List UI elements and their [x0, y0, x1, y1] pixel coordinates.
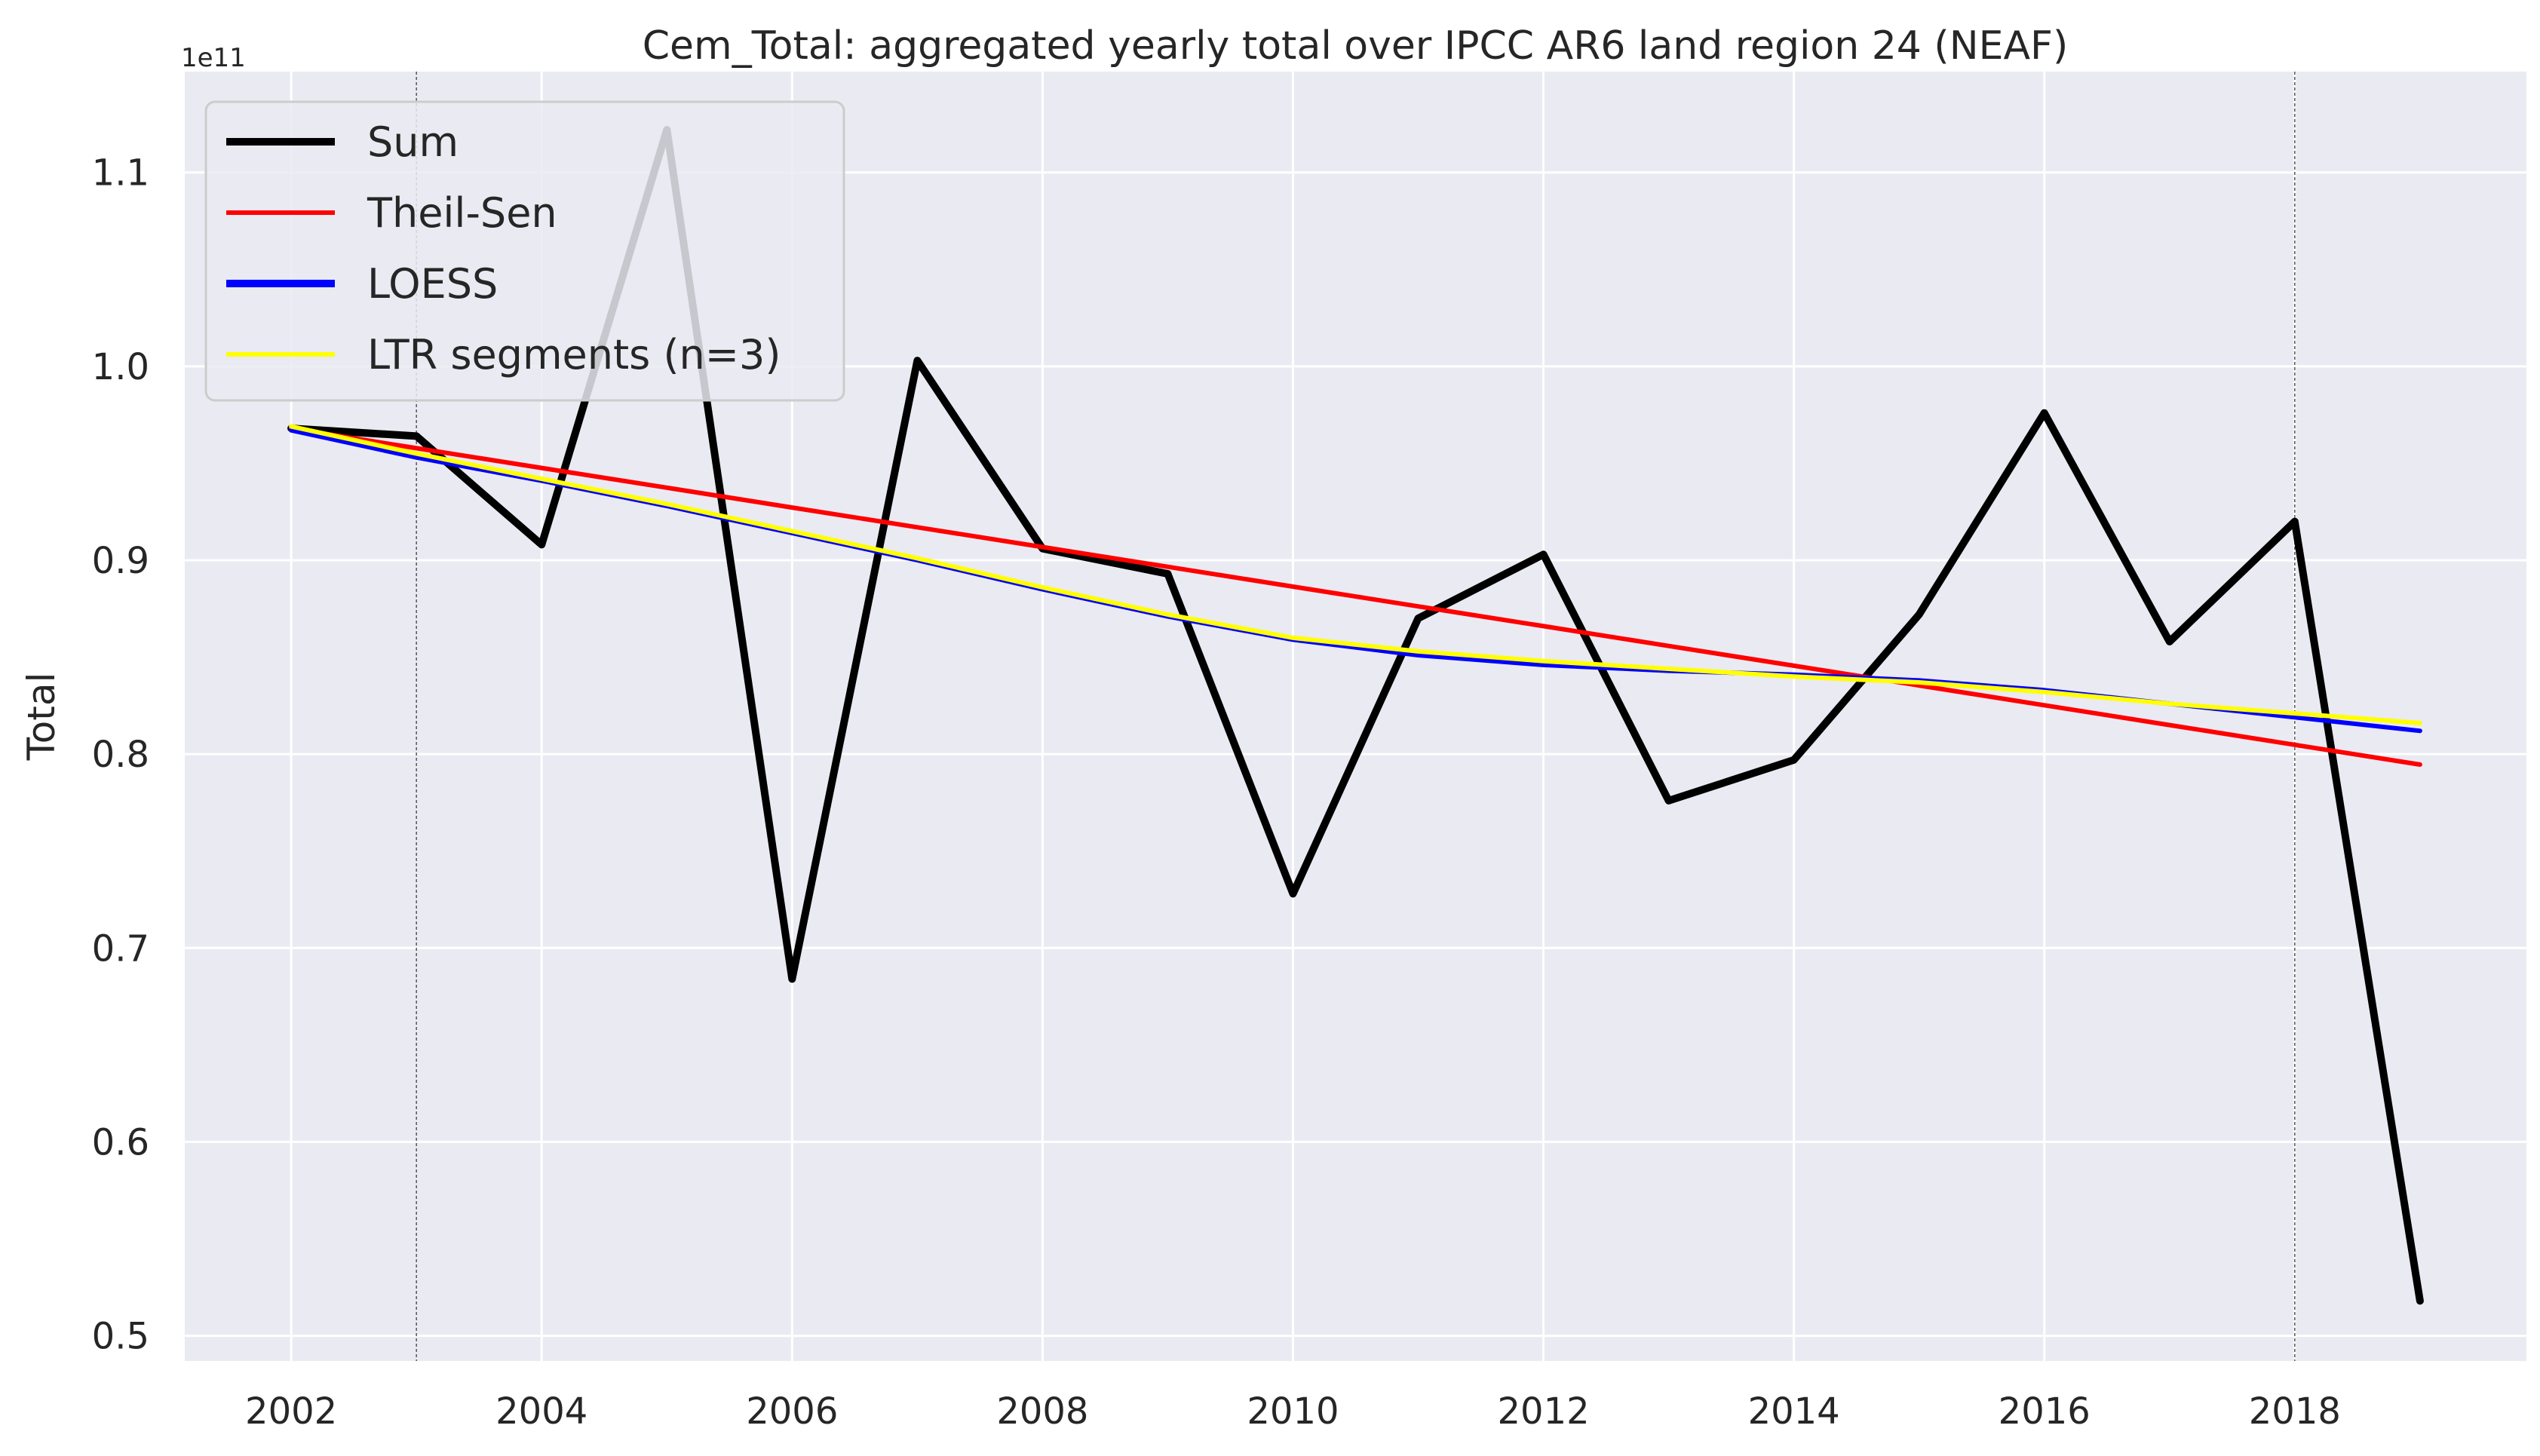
legend-label-theil-sen: Theil-Sen: [367, 189, 557, 237]
x-axis-ticks: 2002 2004 2006 2008 2010 2012 2014 2016 2018: [245, 1390, 2341, 1433]
x-tick-label-2002: 2002: [245, 1390, 337, 1433]
y-offset-label: 1e11: [181, 43, 246, 73]
series-line-theil-sen: [289, 426, 2422, 767]
x-tick-label-2010: 2010: [1247, 1390, 1339, 1433]
x-tick-label-2014: 2014: [1748, 1390, 1840, 1433]
x-tick-label-2008: 2008: [996, 1390, 1088, 1433]
y-tick-label-3: 0.8: [92, 734, 149, 776]
y-tick-label-2: 0.7: [92, 927, 149, 970]
chart-title: Cem_Total: aggregated yearly total over …: [643, 23, 2068, 69]
y-tick-label-1: 0.6: [92, 1121, 149, 1163]
x-tick-label-2004: 2004: [495, 1390, 587, 1433]
x-tick-label-2012: 2012: [1497, 1390, 1589, 1433]
legend-label-ltr-segments-n-3: LTR segments (n=3): [367, 331, 781, 379]
x-tick-label-2006: 2006: [746, 1390, 838, 1433]
y-tick-label-5: 1.0: [92, 346, 149, 388]
grid: [185, 72, 2526, 1361]
y-tick-label-6: 1.1: [92, 152, 149, 195]
legend: Sum Theil-Sen LOESS LTR segments (n=3): [204, 100, 845, 402]
y-tick-label-4: 0.9: [92, 540, 149, 582]
x-tick-label-2018: 2018: [2249, 1390, 2341, 1433]
y-axis-label: Total: [20, 673, 63, 762]
y-tick-label-0: 0.5: [92, 1316, 149, 1358]
x-tick-label-2016: 2016: [1999, 1390, 2091, 1433]
legend-box: [204, 100, 845, 402]
y-axis-ticks: 0.5 0.6 0.7 0.8 0.9 1.0 1.1: [92, 152, 149, 1358]
legend-label-sum: Sum: [367, 118, 459, 166]
legend-label-loess: LOESS: [367, 260, 498, 308]
series-line-ltr-segments-n-3: [289, 424, 2422, 725]
